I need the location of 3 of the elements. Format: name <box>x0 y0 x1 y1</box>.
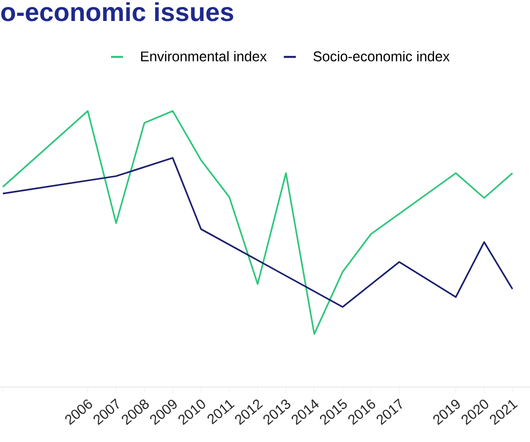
legend-label: Environmental index <box>141 51 267 62</box>
legend-label: Socio-economic index <box>313 51 450 62</box>
chart-title: o-economic issues <box>1 2 234 22</box>
